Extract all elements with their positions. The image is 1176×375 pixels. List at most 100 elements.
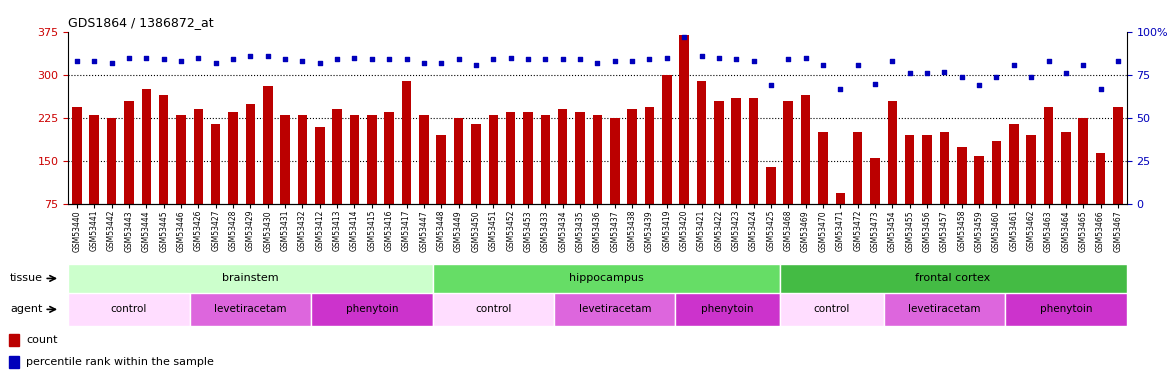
Bar: [419, 115, 429, 204]
Bar: [107, 118, 116, 204]
Point: [414, 60, 433, 66]
Point: [588, 60, 607, 66]
Bar: [575, 112, 584, 204]
Bar: [367, 115, 376, 204]
Point: [206, 60, 225, 66]
Bar: [1009, 124, 1018, 204]
Bar: [835, 193, 846, 204]
Point: [241, 53, 260, 59]
Bar: [1027, 135, 1036, 204]
Point: [640, 57, 659, 63]
Bar: [888, 101, 897, 204]
Point: [987, 74, 1005, 80]
Point: [172, 58, 191, 64]
Point: [310, 60, 329, 66]
Bar: [68, 292, 189, 326]
Point: [1109, 58, 1128, 64]
Point: [154, 57, 173, 63]
Point: [362, 57, 381, 63]
Bar: [159, 95, 168, 204]
Bar: [731, 98, 741, 204]
Bar: [506, 112, 515, 204]
Text: control: control: [475, 304, 512, 314]
Bar: [1061, 132, 1070, 204]
Point: [136, 55, 155, 61]
Point: [536, 57, 555, 63]
Point: [1040, 58, 1058, 64]
Text: brainstem: brainstem: [222, 273, 279, 284]
Bar: [436, 135, 446, 204]
Bar: [211, 124, 220, 204]
Bar: [333, 110, 342, 204]
Text: levetiracetam: levetiracetam: [908, 304, 981, 314]
Bar: [280, 115, 289, 204]
Point: [866, 81, 884, 87]
Bar: [975, 156, 984, 204]
Bar: [141, 89, 151, 204]
Bar: [9, 334, 19, 346]
Bar: [801, 95, 810, 204]
Bar: [675, 292, 780, 326]
Bar: [189, 292, 312, 326]
Text: count: count: [26, 335, 58, 345]
Bar: [940, 132, 949, 204]
Bar: [906, 135, 915, 204]
Point: [623, 58, 642, 64]
Point: [796, 55, 815, 61]
Bar: [176, 115, 186, 204]
Point: [102, 60, 121, 66]
Point: [67, 58, 86, 64]
Bar: [246, 104, 255, 204]
Bar: [349, 115, 359, 204]
Bar: [523, 112, 533, 204]
Point: [657, 55, 676, 61]
Bar: [1078, 118, 1088, 204]
Point: [901, 70, 920, 76]
Point: [397, 57, 416, 63]
Bar: [1044, 106, 1054, 204]
Text: agent: agent: [9, 304, 42, 314]
Bar: [593, 115, 602, 204]
Text: phenytoin: phenytoin: [1040, 304, 1093, 314]
Bar: [680, 35, 689, 204]
Point: [953, 74, 971, 80]
Bar: [541, 115, 550, 204]
Point: [693, 53, 711, 59]
Bar: [1114, 106, 1123, 204]
Point: [814, 62, 833, 68]
Bar: [263, 87, 273, 204]
Bar: [780, 264, 1127, 292]
Point: [1056, 70, 1075, 76]
Point: [606, 58, 624, 64]
Bar: [957, 147, 967, 204]
Bar: [402, 81, 412, 204]
Point: [762, 82, 781, 88]
Point: [709, 55, 728, 61]
Text: phenytoin: phenytoin: [346, 304, 399, 314]
Text: phenytoin: phenytoin: [701, 304, 754, 314]
Point: [1022, 74, 1041, 80]
Bar: [1005, 292, 1127, 326]
Bar: [298, 115, 307, 204]
Bar: [68, 264, 433, 292]
Bar: [991, 141, 1001, 204]
Point: [970, 82, 989, 88]
Bar: [454, 118, 463, 204]
Point: [85, 58, 103, 64]
Point: [328, 57, 347, 63]
Point: [432, 60, 450, 66]
Point: [727, 57, 746, 63]
Bar: [89, 115, 99, 204]
Bar: [780, 292, 883, 326]
Bar: [433, 292, 554, 326]
Bar: [853, 132, 862, 204]
Text: frontal cortex: frontal cortex: [915, 273, 990, 284]
Bar: [315, 127, 325, 204]
Bar: [472, 124, 481, 204]
Bar: [194, 110, 203, 204]
Bar: [818, 132, 828, 204]
Bar: [714, 101, 723, 204]
Bar: [883, 292, 1005, 326]
Text: levetiracetam: levetiracetam: [214, 304, 287, 314]
Bar: [557, 110, 568, 204]
